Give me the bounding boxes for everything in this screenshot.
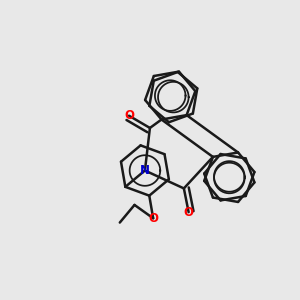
Text: O: O bbox=[148, 212, 158, 225]
Text: O: O bbox=[184, 206, 194, 219]
Text: O: O bbox=[124, 109, 134, 122]
Text: N: N bbox=[140, 164, 150, 177]
